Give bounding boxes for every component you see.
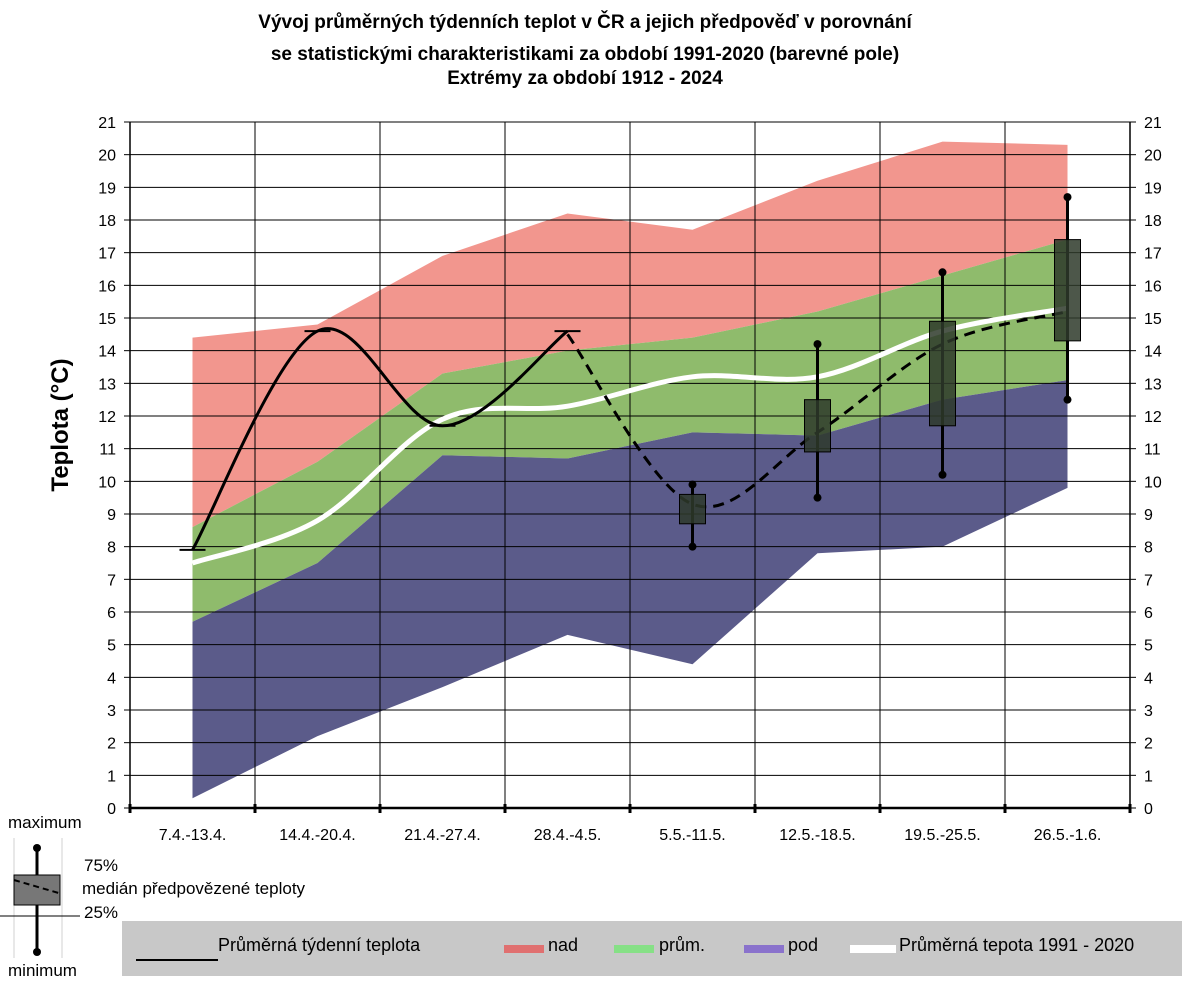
forecast-box	[679, 493, 706, 525]
x-tick-label: 7.4.-13.4.	[159, 827, 227, 844]
forecast-box	[804, 399, 831, 453]
y-tick-label-left: 0	[107, 801, 116, 818]
legend: Průměrná týdenní teplota nad prům. pod P…	[122, 921, 1182, 976]
legend-nad-swatch	[504, 945, 544, 953]
x-tick-label: 21.4.-27.4.	[404, 827, 481, 844]
x-tick-label: 12.5.-18.5.	[779, 827, 856, 844]
y-tick-label-right: 1	[1144, 768, 1153, 785]
y-tick-label-left: 13	[98, 376, 116, 393]
y-tick-label-left: 19	[98, 180, 116, 197]
series-lines	[179, 305, 1068, 566]
legend-normal-swatch	[850, 945, 896, 953]
y-tick-label-right: 5	[1144, 638, 1153, 655]
y-tick-label-left: 8	[107, 540, 116, 557]
y-tick-label-left: 21	[98, 115, 116, 132]
legend-weekly-avg-swatch	[136, 959, 218, 961]
y-tick-label-right: 3	[1144, 703, 1153, 720]
y-tick-label-right: 11	[1144, 442, 1161, 459]
x-tick-label: 26.5.-1.6.	[1034, 827, 1102, 844]
y-tick-label-right: 19	[1144, 180, 1162, 197]
y-tick-label-left: 16	[98, 278, 116, 295]
y-tick-label-left: 9	[107, 507, 116, 524]
y-tick-label-right: 17	[1144, 246, 1162, 263]
legend-pod-swatch	[744, 945, 784, 953]
y-tick-label-left: 15	[98, 311, 116, 328]
y-tick-label-right: 15	[1144, 311, 1162, 328]
y-tick-label-right: 0	[1144, 801, 1153, 818]
y-tick-label-left: 17	[98, 246, 116, 263]
key-maximum: maximum	[8, 813, 82, 832]
forecast-max-marker	[938, 268, 947, 277]
series-normal-1991-2020	[191, 305, 1068, 566]
forecast-min-marker	[688, 542, 697, 551]
legend-nad: nad	[548, 935, 579, 955]
series-forecast-median	[566, 310, 1068, 509]
y-tick-label-right: 12	[1144, 409, 1162, 426]
forecast-box	[1054, 239, 1081, 342]
y-tick-label-right: 2	[1144, 736, 1153, 753]
series-observed-weekly-avg	[191, 327, 569, 551]
legend-pod: pod	[788, 935, 819, 955]
y-tick-label-right: 13	[1144, 376, 1162, 393]
key-p25: 25%	[84, 903, 119, 922]
x-tick-label: 19.5.-25.5.	[904, 827, 981, 844]
y-axis-label: Teplota (°C)	[47, 358, 74, 491]
y-tick-label-right: 4	[1144, 670, 1153, 687]
forecast-boxes	[679, 193, 1081, 551]
y-tick-label-right: 16	[1144, 278, 1162, 295]
y-tick-label-right: 14	[1144, 344, 1162, 361]
y-tick-label-right: 20	[1144, 148, 1162, 165]
y-tick-label-left: 12	[98, 409, 116, 426]
forecast-max-marker	[1063, 193, 1072, 202]
y-tick-label-left: 4	[107, 670, 116, 687]
y-tick-label-right: 21	[1144, 115, 1162, 132]
y-tick-label-left: 3	[107, 703, 116, 720]
y-tick-label-left: 1	[107, 768, 116, 785]
x-tick-label: 14.4.-20.4.	[279, 827, 356, 844]
y-tick-label-left: 6	[107, 605, 116, 622]
legend-weekly-avg: Průměrná týdenní teplota	[218, 935, 421, 955]
legend-prum: prům.	[659, 935, 706, 955]
forecast-max-marker	[688, 480, 697, 489]
y-tick-label-right: 10	[1144, 474, 1162, 491]
forecast-min-marker	[813, 493, 822, 502]
forecast-box	[929, 320, 956, 427]
y-tick-label-right: 8	[1144, 540, 1153, 557]
chart-title-line-2: se statistickými charakteristikami za ob…	[270, 44, 900, 65]
key-p75: 75%	[84, 856, 119, 875]
legend-normal: Průměrná tepota 1991 - 2020	[899, 935, 1135, 955]
y-tick-label-left: 10	[98, 474, 116, 491]
forecast-max-marker	[813, 340, 822, 349]
y-tick-label-left: 14	[98, 344, 116, 361]
y-tick-label-right: 6	[1144, 605, 1153, 622]
y-tick-label-left: 5	[107, 638, 116, 655]
chart-title-line-1: Vývoj průměrných týdenních teplot v ČR a…	[258, 12, 912, 33]
key-median: medián předpovězené teploty	[82, 879, 306, 898]
forecast-min-marker	[1063, 395, 1072, 404]
forecast-min-marker	[938, 470, 947, 479]
y-tick-label-right: 7	[1144, 572, 1153, 589]
y-tick-label-right: 18	[1144, 213, 1162, 230]
y-tick-label-left: 2	[107, 736, 116, 753]
y-tick-label-left: 18	[98, 213, 116, 230]
x-tick-label: 5.5.-11.5.	[659, 827, 725, 844]
y-tick-label-left: 11	[99, 442, 116, 459]
key-minimum: minimum	[8, 961, 77, 980]
y-tick-label-left: 20	[98, 148, 116, 165]
x-tick-label: 28.4.-4.5.	[534, 827, 602, 844]
y-tick-label-right: 9	[1144, 507, 1153, 524]
y-tick-label-left: 7	[107, 572, 116, 589]
key-box-icon	[0, 838, 80, 958]
legend-prum-swatch	[614, 945, 654, 953]
chart-title-line-3: Extrémy za období 1912 - 2024	[447, 68, 723, 89]
